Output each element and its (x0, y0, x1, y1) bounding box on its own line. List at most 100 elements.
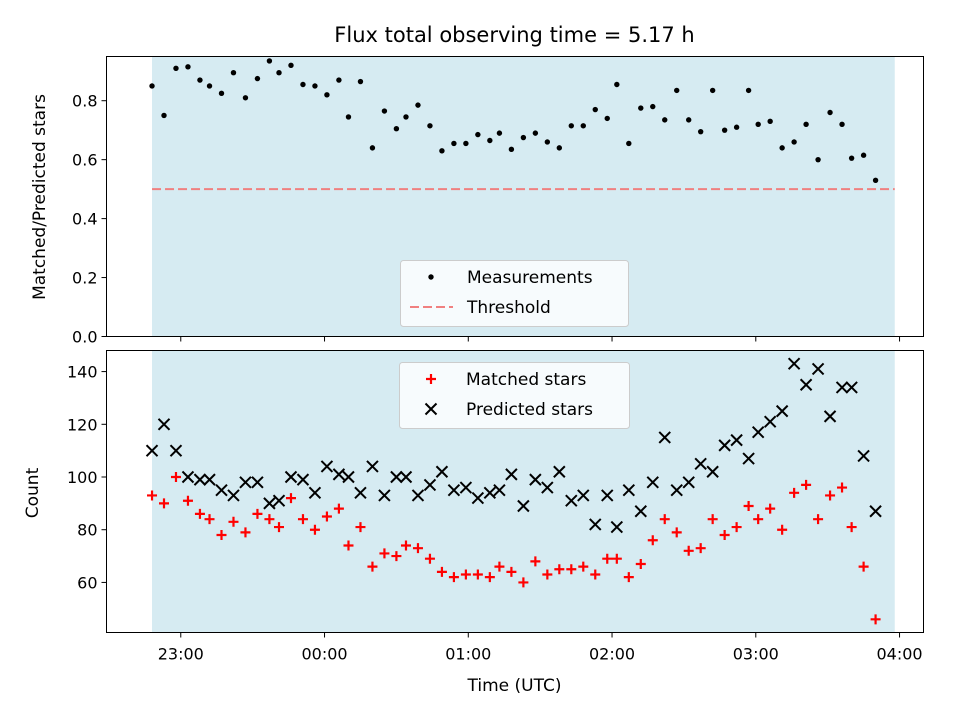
predicted-star-point (718, 439, 731, 452)
predicted-star-point (529, 473, 542, 486)
predicted-star-point (423, 478, 437, 492)
matched-star-point (472, 569, 483, 580)
matched-star-point (355, 522, 366, 533)
matched-star-point (801, 479, 812, 490)
predicted-star-point (622, 483, 636, 497)
matched-star-point (530, 556, 541, 567)
predicted-star-point (775, 404, 789, 418)
measurement-point (544, 139, 551, 145)
legend-matched-plus (426, 374, 436, 384)
measurement-point (532, 130, 539, 136)
y-tick-label: 80 (77, 521, 97, 540)
predicted-star-point (541, 481, 554, 494)
matched-star-point (285, 493, 296, 504)
measurement-point (393, 126, 400, 132)
bottom-x-ticks: 23:00 00:00 01:00 02:00 03:00 04:00 (158, 632, 923, 664)
matched-star-point (297, 514, 308, 525)
measurement-point (463, 140, 469, 147)
legend-predicted-cross (424, 402, 438, 416)
bottom-legend: Matched stars Predicted stars (399, 362, 630, 429)
predicted-star-point (157, 418, 171, 431)
predicted-star-points (145, 357, 882, 534)
measurement-points (149, 58, 879, 183)
predicted-star-point (799, 378, 813, 391)
predicted-star-point (342, 470, 355, 484)
matched-star-point (274, 522, 285, 533)
matched-star-point (194, 508, 205, 519)
matched-star-point (647, 535, 658, 546)
measurement-point (626, 140, 632, 147)
predicted-star-point (706, 465, 719, 478)
matched-star-point (159, 498, 170, 509)
y-tick-label: 120 (67, 415, 98, 434)
bottom-axes-frame (106, 350, 924, 633)
y-tick-label: 0.2 (72, 269, 97, 288)
matched-star-point (671, 527, 682, 538)
predicted-star-point (215, 483, 228, 497)
matched-star-point (870, 614, 881, 625)
predicted-star-point (366, 460, 379, 473)
predicted-star-point (601, 489, 614, 502)
legend-predicted-marker (424, 402, 438, 416)
matched-star-point (228, 516, 239, 527)
measurement-point (185, 64, 191, 70)
matched-star-points (147, 472, 881, 625)
matched-star-point (147, 490, 158, 501)
x-tick-label: 00:00 (301, 645, 347, 664)
measurement-point (767, 118, 773, 125)
matched-star-point (264, 514, 275, 525)
matched-star-point (436, 566, 447, 577)
matched-star-point (170, 472, 181, 483)
matched-star-point (846, 522, 857, 533)
matched-star-point (216, 529, 227, 540)
matched-star-point (518, 577, 529, 588)
matched-star-point (484, 572, 495, 583)
y-tick-label: 60 (77, 573, 97, 592)
predicted-star-point (471, 491, 485, 505)
measurement-point (230, 70, 237, 76)
matched-star-point (590, 569, 601, 580)
matched-star-point (379, 548, 390, 559)
predicted-star-point (857, 449, 870, 463)
x-tick-label: 01:00 (445, 645, 491, 664)
measurement-point (173, 65, 179, 71)
legend-threshold-label: Threshold (466, 298, 551, 318)
matched-star-point (707, 514, 718, 525)
predicted-star-point (332, 468, 346, 481)
measurement-point (592, 106, 598, 113)
predicted-star-point (742, 452, 755, 465)
matched-star-point (460, 569, 471, 580)
predicted-star-point (308, 486, 322, 500)
predicted-star-point (411, 489, 425, 502)
measurement-point (755, 121, 761, 127)
predicted-star-point (658, 431, 671, 444)
predicted-star-point (787, 357, 801, 370)
predicted-star-point (811, 362, 825, 376)
measurement-point (721, 127, 728, 133)
matched-star-point (400, 540, 411, 551)
legend-predicted-label: Predicted stars (466, 400, 593, 420)
matched-star-point (424, 553, 435, 564)
measurement-point (266, 58, 273, 64)
measurement-point (345, 114, 352, 120)
matched-star-point (837, 482, 848, 493)
predicted-star-point (459, 481, 473, 494)
matched-star-point (252, 508, 263, 519)
matched-star-point (825, 490, 836, 501)
top-axes-frame (106, 56, 924, 337)
top-legend-box (400, 260, 629, 327)
bottom-y-axis-label: Count (23, 467, 43, 518)
bottom-panel: 60 80 100 120 140 23:00 00:00 01:00 02:00 03:00 0… (23, 350, 924, 696)
predicted-star-point (835, 381, 849, 394)
predicted-star-point (553, 465, 566, 478)
predicted-star-point (823, 410, 837, 423)
predicted-star-point (751, 425, 765, 439)
measurement-point (161, 112, 167, 119)
matched-star-point (602, 553, 613, 564)
measurement-point (745, 87, 752, 94)
predicted-star-point (845, 381, 858, 394)
matched-star-point (506, 566, 517, 577)
matched-star-point (765, 503, 776, 514)
measurement-point (827, 109, 833, 116)
matched-star-point (448, 572, 459, 583)
